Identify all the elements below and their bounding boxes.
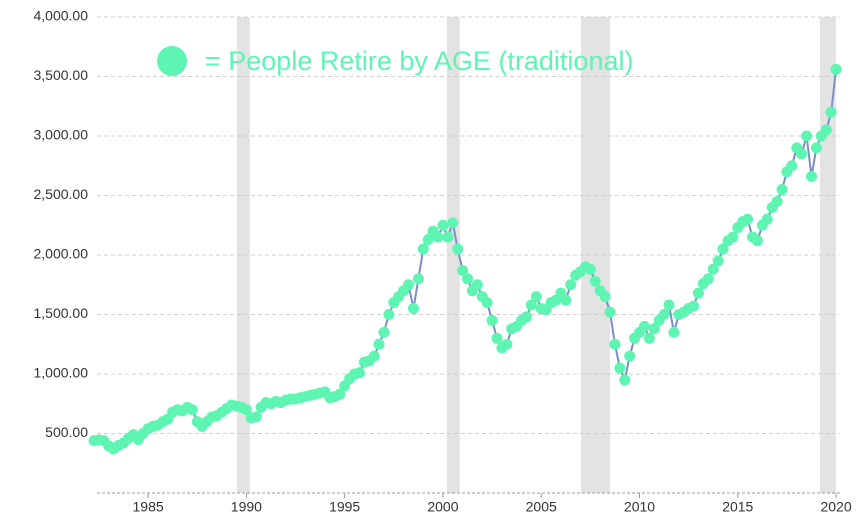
x-tick-label: 2010: [624, 499, 655, 515]
data-point: [830, 63, 842, 75]
data-point: [373, 338, 385, 350]
data-point: [776, 184, 788, 196]
data-point: [658, 309, 670, 320]
series-line: [93, 69, 838, 451]
y-tick-label: 3,000.00: [34, 127, 89, 143]
data-point: [712, 255, 724, 267]
data-point: [668, 326, 680, 338]
data-point: [403, 279, 415, 291]
data-point: [250, 411, 262, 423]
data-point: [486, 314, 498, 326]
data-point: [619, 374, 631, 386]
y-tick-label: 2,500.00: [34, 186, 89, 202]
y-tick-label: 3,500.00: [34, 67, 89, 83]
x-tick-label: 1985: [133, 499, 164, 515]
data-point: [692, 287, 704, 299]
data-point: [565, 279, 577, 291]
data-point: [501, 338, 513, 350]
data-point: [796, 148, 808, 160]
data-point: [609, 338, 621, 350]
data-point: [447, 217, 459, 229]
data-point: [761, 213, 773, 225]
data-point: [702, 273, 714, 285]
data-point: [422, 234, 434, 246]
y-tick-label: 2,000.00: [34, 246, 89, 262]
data-point: [471, 279, 483, 291]
data-point: [751, 235, 763, 247]
data-point: [801, 130, 813, 142]
x-tick-label: 2015: [722, 499, 753, 515]
data-point: [648, 323, 660, 335]
legend-label: = People Retire by AGE (traditional): [205, 46, 633, 76]
x-tick-label: 1990: [231, 499, 262, 515]
data-point: [491, 332, 503, 344]
data-point: [688, 300, 700, 312]
x-tick-label: 2005: [526, 499, 557, 515]
data-point: [771, 195, 783, 207]
y-tick-label: 4,000.00: [34, 8, 89, 24]
data-point: [530, 291, 542, 303]
data-point: [417, 243, 429, 255]
data-point: [638, 320, 650, 332]
data-point: [481, 297, 493, 309]
data-point: [810, 142, 822, 154]
legend-marker: [157, 46, 187, 76]
data-point: [353, 367, 365, 379]
x-tick-label: 2000: [427, 499, 458, 515]
y-tick-label: 500.00: [45, 424, 88, 440]
data-point: [560, 294, 572, 306]
data-point: [584, 263, 596, 275]
data-point: [432, 231, 444, 243]
data-point: [520, 311, 532, 323]
data-point: [383, 309, 395, 320]
x-tick-label: 2020: [820, 499, 851, 515]
y-tick-label: 1,000.00: [34, 365, 89, 381]
data-point: [614, 362, 626, 374]
data-point: [717, 243, 729, 255]
data-point: [368, 350, 380, 362]
data-point: [525, 299, 537, 311]
data-point: [240, 404, 252, 416]
data-point: [442, 231, 454, 243]
y-tick-label: 1,500.00: [34, 305, 89, 321]
data-point: [707, 263, 719, 275]
data-point: [624, 350, 636, 362]
data-point: [589, 275, 601, 287]
data-point: [462, 273, 474, 285]
data-point: [742, 213, 754, 225]
data-point: [825, 106, 837, 118]
data-point: [334, 388, 346, 400]
data-point: [457, 264, 469, 276]
data-point: [786, 160, 798, 172]
data-point: [186, 404, 198, 416]
data-point: [407, 303, 419, 315]
data-point: [452, 243, 464, 255]
data-point: [663, 299, 675, 311]
data-point: [643, 332, 655, 344]
data-point: [805, 170, 817, 182]
data-point: [727, 231, 739, 243]
data-point: [437, 219, 449, 231]
data-point: [412, 273, 424, 285]
data-point: [599, 291, 611, 303]
data-point: [378, 326, 390, 338]
x-tick-label: 1995: [329, 499, 360, 515]
data-point: [604, 306, 616, 318]
data-point: [820, 124, 832, 136]
